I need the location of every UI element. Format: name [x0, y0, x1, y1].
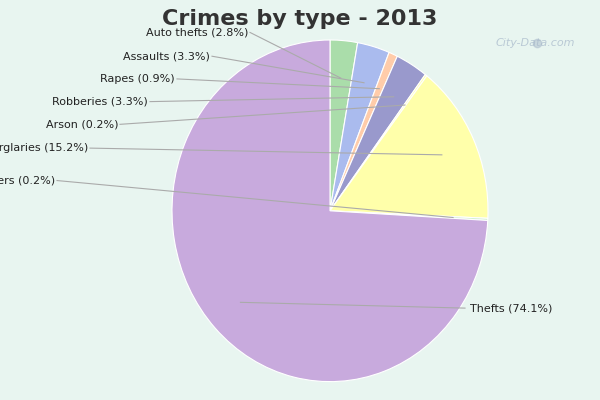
Text: City-Data.com: City-Data.com [496, 38, 575, 48]
Text: Rapes (0.9%): Rapes (0.9%) [100, 74, 175, 84]
Wedge shape [330, 74, 427, 211]
Text: Thefts (74.1%): Thefts (74.1%) [470, 303, 553, 313]
Text: Auto thefts (2.8%): Auto thefts (2.8%) [146, 28, 248, 38]
Text: Assaults (3.3%): Assaults (3.3%) [123, 51, 210, 61]
Text: Crimes by type - 2013: Crimes by type - 2013 [163, 10, 437, 30]
Wedge shape [172, 40, 488, 382]
Wedge shape [330, 52, 397, 211]
Text: Burglaries (15.2%): Burglaries (15.2%) [0, 143, 88, 153]
Wedge shape [330, 76, 488, 218]
Text: Robberies (3.3%): Robberies (3.3%) [52, 97, 148, 107]
Wedge shape [330, 211, 488, 220]
Wedge shape [330, 40, 358, 211]
Wedge shape [330, 43, 389, 211]
Text: Arson (0.2%): Arson (0.2%) [46, 119, 118, 129]
Wedge shape [330, 56, 425, 211]
Text: Murders (0.2%): Murders (0.2%) [0, 176, 55, 186]
